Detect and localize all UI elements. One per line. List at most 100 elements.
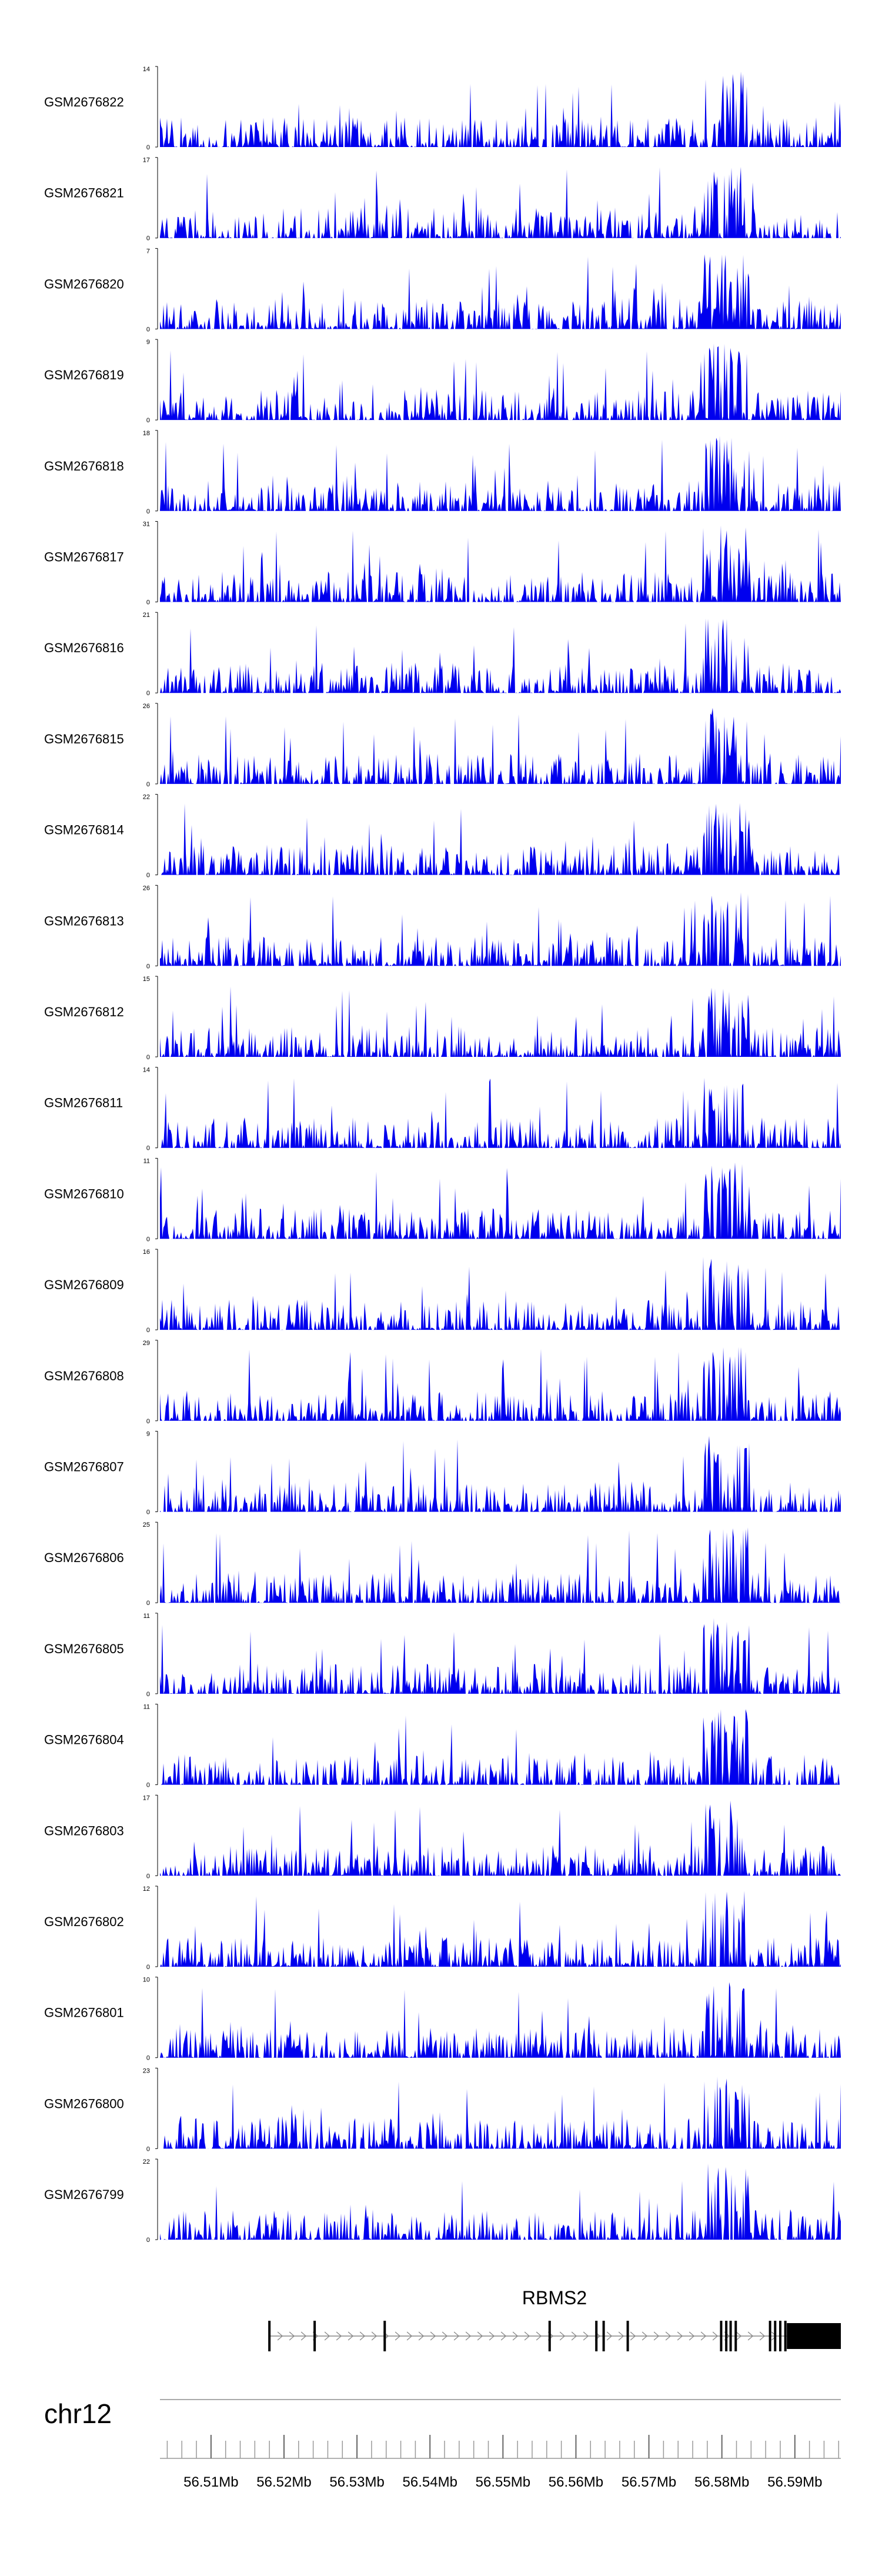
track-min-label: 0	[146, 690, 150, 697]
strand-arrow	[395, 2331, 401, 2341]
gene-exon	[548, 2321, 551, 2351]
track-label: GSM2676805	[44, 1641, 124, 1656]
axis-tick-label: 56.57Mb	[622, 2474, 676, 2490]
coverage-tracks: GSM2676822140GSM2676821170GSM267682070GS…	[44, 66, 841, 2244]
coverage-area	[160, 1527, 841, 1603]
coverage-track: GSM2676814 22 0	[44, 794, 841, 879]
gene-exon	[313, 2321, 316, 2351]
gene-exon	[769, 2321, 771, 2351]
strand-arrow	[324, 2331, 330, 2341]
strand-arrow	[665, 2331, 671, 2341]
coverage-track: GSM2676806 25 0	[44, 1521, 841, 1607]
strand-arrow	[689, 2331, 695, 2341]
gene-exon	[626, 2321, 629, 2351]
coverage-track: GSM2676801 10 0	[44, 1977, 841, 2062]
strand-arrow	[759, 2331, 766, 2341]
track-label: GSM2676820	[44, 276, 124, 291]
coverage-area	[160, 1347, 841, 1421]
strand-arrow	[571, 2331, 577, 2341]
track-min-label: 0	[146, 781, 150, 788]
coverage-track: GSM2676811 14 0	[44, 1067, 841, 1152]
track-max-label: 31	[143, 521, 150, 528]
strand-arrow	[630, 2331, 636, 2341]
track-label: GSM2676799	[44, 2187, 124, 2202]
track-label: GSM2676814	[44, 823, 124, 837]
gene-exon	[784, 2321, 787, 2351]
coverage-track: GSM2676805 11 0	[44, 1613, 841, 1698]
track-max-label: 12	[143, 1886, 150, 1893]
coverage-track: GSM2676818 18 0	[44, 430, 841, 515]
track-min-label: 0	[146, 1145, 150, 1152]
track-min-label: 0	[146, 2237, 150, 2244]
coverage-track: GSM2676817 31 0	[44, 521, 841, 606]
coverage-track: GSM2676819 9 0	[44, 339, 841, 424]
track-label: GSM2676817	[44, 550, 124, 565]
track-label: GSM2676818	[44, 459, 124, 473]
strand-arrow	[606, 2331, 613, 2341]
track-max-label: 17	[143, 1794, 150, 1801]
strand-arrow	[559, 2331, 566, 2341]
track-label: GSM2676800	[44, 2096, 124, 2111]
gene-exon	[779, 2321, 781, 2351]
track-max-label: 15	[143, 976, 150, 983]
coverage-area	[160, 803, 841, 875]
strand-arrow	[465, 2331, 472, 2341]
track-label: GSM2676810	[44, 1186, 124, 1201]
strand-arrow	[677, 2331, 683, 2341]
coverage-track: GSM2676800 23 0	[44, 2067, 841, 2153]
track-label: GSM2676809	[44, 1277, 124, 1292]
strand-arrow	[477, 2331, 483, 2341]
track-max-label: 10	[143, 1977, 150, 1984]
strand-arrow	[700, 2331, 707, 2341]
track-min-label: 0	[146, 1964, 150, 1971]
track-max-label: 22	[143, 2158, 150, 2165]
coverage-area	[160, 1800, 841, 1876]
track-label: GSM2676812	[44, 1005, 124, 1019]
coverage-area	[160, 166, 841, 238]
strand-arrow	[348, 2331, 354, 2341]
track-min-label: 0	[146, 1054, 150, 1061]
track-min-label: 0	[146, 1782, 150, 1789]
coverage-area	[160, 525, 841, 602]
gene-model-track: RBMS2	[268, 2287, 841, 2351]
genome-axis: chr12 56.51Mb 56.52Mb 56.53Mb 56.54Mb 56.55M…	[44, 2398, 841, 2490]
axis-tick-label: 56.52Mb	[256, 2474, 311, 2490]
track-label: GSM2676801	[44, 2006, 124, 2020]
track-min-label: 0	[146, 1873, 150, 1880]
gene-exon	[774, 2321, 777, 2351]
coverage-area	[160, 708, 841, 784]
track-label: GSM2676822	[44, 95, 124, 109]
track-min-label: 0	[146, 963, 150, 970]
coverage-area	[160, 254, 841, 329]
axis-tick-label: 56.56Mb	[549, 2474, 603, 2490]
track-label: GSM2676802	[44, 1914, 124, 1929]
axis-tick-label: 56.55Mb	[476, 2474, 530, 2490]
track-label: GSM2676819	[44, 368, 124, 382]
coverage-area	[160, 1077, 841, 1148]
track-min-label: 0	[146, 1236, 150, 1243]
coverage-track: GSM2676804 11 0	[44, 1704, 841, 1789]
strand-arrow	[512, 2331, 519, 2341]
axis-tick-label: 56.53Mb	[329, 2474, 384, 2490]
strand-arrow	[583, 2331, 589, 2341]
track-label: GSM2676811	[44, 1096, 123, 1110]
coverage-area	[160, 1982, 841, 2058]
track-max-label: 29	[143, 1340, 150, 1347]
coverage-area	[160, 1618, 841, 1694]
coverage-track: GSM2676821 17 0	[44, 157, 841, 242]
coverage-area	[160, 1162, 841, 1239]
strand-arrow	[642, 2331, 648, 2341]
coverage-area	[160, 618, 841, 693]
axis-tick-label: 56.59Mb	[767, 2474, 822, 2490]
strand-arrow	[747, 2331, 754, 2341]
track-label: GSM2676816	[44, 640, 124, 655]
chromosome-label: chr12	[44, 2398, 112, 2429]
coverage-area	[160, 1436, 841, 1512]
track-min-label: 0	[146, 2145, 150, 2153]
track-label: GSM2676808	[44, 1369, 124, 1383]
track-min-label: 0	[146, 1691, 150, 1698]
coverage-track: GSM2676808 29 0	[44, 1340, 841, 1425]
strand-arrow	[712, 2331, 719, 2341]
strand-arrow	[289, 2331, 295, 2341]
track-label: GSM2676815	[44, 732, 124, 746]
